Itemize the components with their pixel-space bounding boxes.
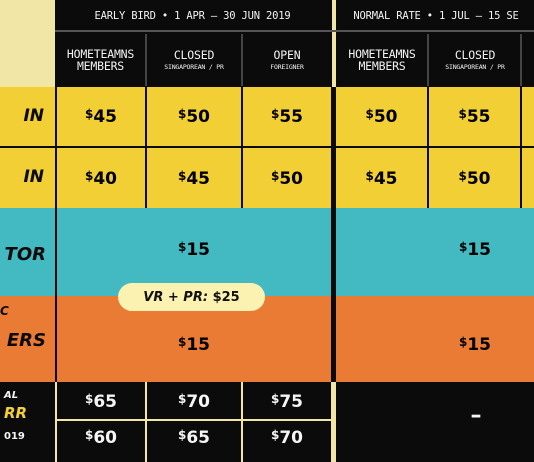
- col-header-closed-normal: CLOSED SINGAPOREAN / PR: [428, 34, 522, 86]
- price-cell: $60: [84, 428, 118, 448]
- col-title: HOMETEAMNS MEMBERS: [66, 46, 135, 73]
- header-vline: [145, 34, 147, 86]
- col-divider: [145, 87, 147, 208]
- header-underline: [55, 30, 534, 32]
- row-divider: [0, 146, 534, 148]
- pill-amount: $25: [212, 289, 240, 305]
- row-label-4-top: C: [0, 304, 9, 318]
- early-bird-header: EARLY BIRD • 1 APR – 30 JUN 2019: [94, 10, 291, 22]
- teal-band: [0, 208, 534, 296]
- row-label-1: IN: [23, 106, 44, 126]
- header-band: [55, 0, 534, 87]
- col-header-hometeam-normal: HOMETEAMNS MEMBERS: [336, 34, 428, 86]
- col-title: OPEN: [273, 48, 301, 63]
- bundle-vline: [145, 382, 147, 462]
- row-label-3: TOR: [4, 244, 46, 265]
- price-cell: $15: [458, 240, 492, 260]
- row-label-5b: RR: [4, 404, 28, 422]
- col-header-hometeam-early: HOMETEAMNS MEMBERS: [55, 34, 146, 86]
- col-subtitle: SINGAPOREAN / PR: [164, 63, 224, 72]
- col-divider: [241, 87, 243, 208]
- price-cell: $15: [458, 335, 492, 355]
- col-divider: [520, 87, 522, 208]
- row-label-5a: AL: [4, 390, 19, 401]
- bundle-vline: [331, 382, 336, 462]
- header-vline: [241, 34, 243, 86]
- price-cell: $50: [270, 169, 304, 189]
- col-title: CLOSED: [454, 48, 496, 63]
- bundle-band: [0, 382, 534, 462]
- price-cell: $55: [458, 107, 491, 127]
- price-cell: $70: [270, 428, 304, 448]
- bundle-normal-dash: –: [470, 402, 482, 428]
- row-label-4: ERS: [6, 330, 46, 351]
- price-cell: $45: [84, 107, 118, 127]
- col-subtitle: FOREIGNER: [270, 63, 304, 72]
- header-divider-main: [332, 0, 336, 87]
- price-cell: $40: [84, 169, 118, 189]
- orange-band: [0, 296, 534, 382]
- header-vline: [520, 34, 522, 86]
- bundle-vline: [55, 382, 57, 462]
- price-cell: $70: [177, 392, 211, 412]
- price-cell: $50: [365, 107, 398, 127]
- price-cell: $15: [177, 240, 211, 260]
- header-vline: [427, 34, 429, 86]
- price-cell: $55: [270, 107, 304, 127]
- price-cell: $50: [177, 107, 211, 127]
- col-header-open-early: OPEN FOREIGNER: [242, 34, 332, 86]
- price-cell: $45: [177, 169, 211, 189]
- bundle-vline: [241, 382, 243, 462]
- col-divider: [427, 87, 429, 208]
- col-header-closed-early: CLOSED SINGAPOREAN / PR: [146, 34, 242, 86]
- col-subtitle: SINGAPOREAN / PR: [445, 63, 505, 72]
- combo-price-pill: VR + PR: $25: [118, 283, 265, 311]
- pill-label: VR + PR:: [143, 289, 209, 305]
- price-cell: $50: [458, 169, 491, 189]
- bundle-hline: [55, 419, 333, 421]
- col-divider-main: [331, 87, 336, 382]
- price-cell: $65: [84, 392, 118, 412]
- row-label-2: IN: [23, 167, 44, 187]
- price-cell: $75: [270, 392, 304, 412]
- col-title: HOMETEAMNS MEMBERS: [348, 46, 416, 73]
- price-cell: $45: [365, 169, 398, 189]
- row-label-5c: 019: [4, 431, 25, 442]
- normal-rate-header: NORMAL RATE • 1 JUL – 15 SE: [353, 10, 519, 22]
- col-divider: [55, 87, 57, 382]
- price-cell: $15: [177, 335, 211, 355]
- price-cell: $65: [177, 428, 211, 448]
- col-title: CLOSED: [173, 48, 215, 63]
